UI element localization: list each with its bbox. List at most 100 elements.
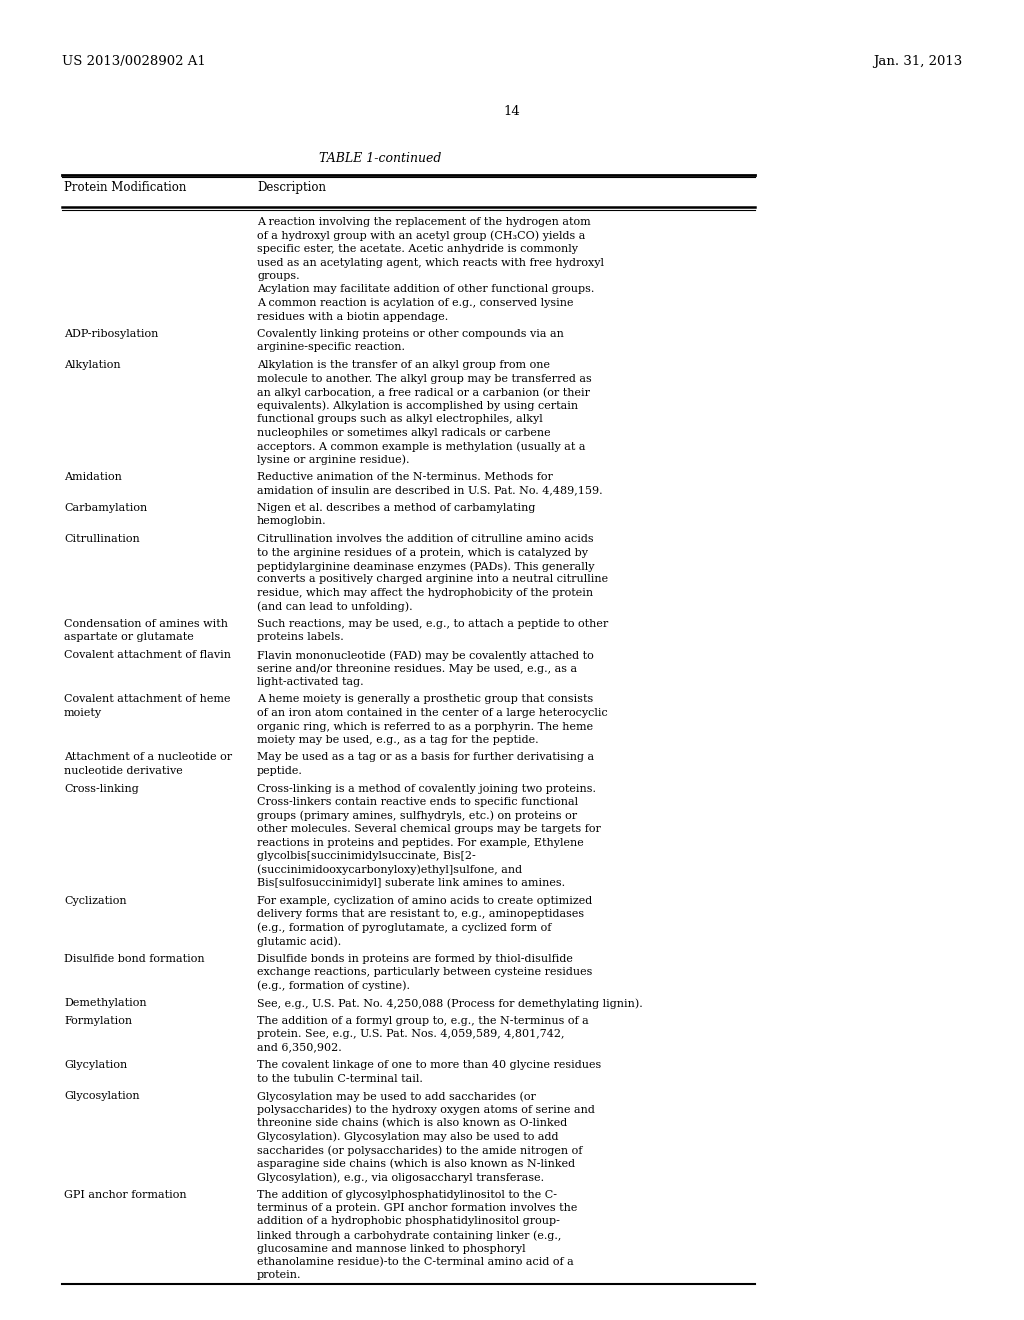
Text: specific ester, the acetate. Acetic anhydride is commonly: specific ester, the acetate. Acetic anhy… bbox=[257, 244, 578, 253]
Text: GPI anchor formation: GPI anchor formation bbox=[63, 1189, 186, 1200]
Text: organic ring, which is referred to as a porphyrin. The heme: organic ring, which is referred to as a … bbox=[257, 722, 593, 731]
Text: Carbamylation: Carbamylation bbox=[63, 503, 147, 513]
Text: Cross-linkers contain reactive ends to specific functional: Cross-linkers contain reactive ends to s… bbox=[257, 797, 579, 807]
Text: converts a positively charged arginine into a neutral citrulline: converts a positively charged arginine i… bbox=[257, 574, 608, 585]
Text: arginine-specific reaction.: arginine-specific reaction. bbox=[257, 342, 406, 352]
Text: Covalently linking proteins or other compounds via an: Covalently linking proteins or other com… bbox=[257, 329, 564, 339]
Text: hemoglobin.: hemoglobin. bbox=[257, 516, 327, 527]
Text: polysaccharides) to the hydroxy oxygen atoms of serine and: polysaccharides) to the hydroxy oxygen a… bbox=[257, 1105, 595, 1115]
Text: Reductive animation of the N-terminus. Methods for: Reductive animation of the N-terminus. M… bbox=[257, 473, 553, 482]
Text: Disulfide bonds in proteins are formed by thiol-disulfide: Disulfide bonds in proteins are formed b… bbox=[257, 953, 572, 964]
Text: Protein Modification: Protein Modification bbox=[63, 181, 186, 194]
Text: delivery forms that are resistant to, e.g., aminopeptidases: delivery forms that are resistant to, e.… bbox=[257, 909, 584, 919]
Text: Nigen et al. describes a method of carbamylating: Nigen et al. describes a method of carba… bbox=[257, 503, 536, 513]
Text: nucleotide derivative: nucleotide derivative bbox=[63, 766, 182, 776]
Text: other molecules. Several chemical groups may be targets for: other molecules. Several chemical groups… bbox=[257, 824, 601, 834]
Text: reactions in proteins and peptides. For example, Ethylene: reactions in proteins and peptides. For … bbox=[257, 837, 584, 847]
Text: nucleophiles or sometimes alkyl radicals or carbene: nucleophiles or sometimes alkyl radicals… bbox=[257, 428, 551, 437]
Text: For example, cyclization of amino acids to create optimized: For example, cyclization of amino acids … bbox=[257, 895, 592, 906]
Text: glutamic acid).: glutamic acid). bbox=[257, 936, 341, 946]
Text: Demethylation: Demethylation bbox=[63, 998, 146, 1008]
Text: peptidylarginine deaminase enzymes (PADs). This generally: peptidylarginine deaminase enzymes (PADs… bbox=[257, 561, 595, 572]
Text: Amidation: Amidation bbox=[63, 473, 122, 482]
Text: residue, which may affect the hydrophobicity of the protein: residue, which may affect the hydrophobi… bbox=[257, 587, 593, 598]
Text: Alkylation: Alkylation bbox=[63, 360, 121, 370]
Text: Glycosylation), e.g., via oligosaccharyl transferase.: Glycosylation), e.g., via oligosaccharyl… bbox=[257, 1172, 544, 1183]
Text: (e.g., formation of cystine).: (e.g., formation of cystine). bbox=[257, 981, 410, 991]
Text: molecule to another. The alkyl group may be transferred as: molecule to another. The alkyl group may… bbox=[257, 374, 592, 384]
Text: See, e.g., U.S. Pat. No. 4,250,088 (Process for demethylating lignin).: See, e.g., U.S. Pat. No. 4,250,088 (Proc… bbox=[257, 998, 643, 1008]
Text: Cross-linking: Cross-linking bbox=[63, 784, 138, 793]
Text: lysine or arginine residue).: lysine or arginine residue). bbox=[257, 454, 410, 465]
Text: an alkyl carbocation, a free radical or a carbanion (or their: an alkyl carbocation, a free radical or … bbox=[257, 387, 590, 397]
Text: glycolbis[succinimidylsuccinate, Bis[2-: glycolbis[succinimidylsuccinate, Bis[2- bbox=[257, 851, 476, 861]
Text: Cross-linking is a method of covalently joining two proteins.: Cross-linking is a method of covalently … bbox=[257, 784, 596, 793]
Text: addition of a hydrophobic phosphatidylinositol group-: addition of a hydrophobic phosphatidylin… bbox=[257, 1217, 560, 1226]
Text: A heme moiety is generally a prosthetic group that consists: A heme moiety is generally a prosthetic … bbox=[257, 694, 593, 705]
Text: Citrullination involves the addition of citrulline amino acids: Citrullination involves the addition of … bbox=[257, 535, 594, 544]
Text: Glycosylation: Glycosylation bbox=[63, 1092, 139, 1101]
Text: glucosamine and mannose linked to phosphoryl: glucosamine and mannose linked to phosph… bbox=[257, 1243, 525, 1254]
Text: (succinimidooxycarbonyloxy)ethyl]sulfone, and: (succinimidooxycarbonyloxy)ethyl]sulfone… bbox=[257, 865, 522, 875]
Text: Jan. 31, 2013: Jan. 31, 2013 bbox=[872, 55, 962, 69]
Text: Condensation of amines with: Condensation of amines with bbox=[63, 619, 228, 630]
Text: Bis[sulfosuccinimidyl] suberate link amines to amines.: Bis[sulfosuccinimidyl] suberate link ami… bbox=[257, 878, 565, 888]
Text: threonine side chains (which is also known as O-linked: threonine side chains (which is also kno… bbox=[257, 1118, 567, 1129]
Text: functional groups such as alkyl electrophiles, alkyl: functional groups such as alkyl electrop… bbox=[257, 414, 543, 424]
Text: moiety may be used, e.g., as a tag for the peptide.: moiety may be used, e.g., as a tag for t… bbox=[257, 735, 539, 744]
Text: light-activated tag.: light-activated tag. bbox=[257, 677, 364, 686]
Text: Citrullination: Citrullination bbox=[63, 535, 139, 544]
Text: protein.: protein. bbox=[257, 1270, 301, 1280]
Text: asparagine side chains (which is also known as N-linked: asparagine side chains (which is also kn… bbox=[257, 1159, 575, 1170]
Text: 14: 14 bbox=[504, 106, 520, 117]
Text: TABLE 1-continued: TABLE 1-continued bbox=[318, 152, 441, 165]
Text: Glycosylation). Glycosylation may also be used to add: Glycosylation). Glycosylation may also b… bbox=[257, 1131, 558, 1142]
Text: Alkylation is the transfer of an alkyl group from one: Alkylation is the transfer of an alkyl g… bbox=[257, 360, 550, 370]
Text: and 6,350,902.: and 6,350,902. bbox=[257, 1043, 342, 1052]
Text: Flavin mononucleotide (FAD) may be covalently attached to: Flavin mononucleotide (FAD) may be coval… bbox=[257, 649, 594, 660]
Text: Covalent attachment of flavin: Covalent attachment of flavin bbox=[63, 649, 231, 660]
Text: proteins labels.: proteins labels. bbox=[257, 632, 344, 643]
Text: residues with a biotin appendage.: residues with a biotin appendage. bbox=[257, 312, 449, 322]
Text: Disulfide bond formation: Disulfide bond formation bbox=[63, 953, 205, 964]
Text: serine and/or threonine residues. May be used, e.g., as a: serine and/or threonine residues. May be… bbox=[257, 664, 578, 673]
Text: peptide.: peptide. bbox=[257, 766, 303, 776]
Text: ethanolamine residue)-to the C-terminal amino acid of a: ethanolamine residue)-to the C-terminal … bbox=[257, 1257, 573, 1267]
Text: Cyclization: Cyclization bbox=[63, 895, 127, 906]
Text: protein. See, e.g., U.S. Pat. Nos. 4,059,589, 4,801,742,: protein. See, e.g., U.S. Pat. Nos. 4,059… bbox=[257, 1030, 564, 1039]
Text: A common reaction is acylation of e.g., conserved lysine: A common reaction is acylation of e.g., … bbox=[257, 298, 573, 308]
Text: of an iron atom contained in the center of a large heterocyclic: of an iron atom contained in the center … bbox=[257, 708, 608, 718]
Text: terminus of a protein. GPI anchor formation involves the: terminus of a protein. GPI anchor format… bbox=[257, 1203, 578, 1213]
Text: US 2013/0028902 A1: US 2013/0028902 A1 bbox=[62, 55, 206, 69]
Text: to the arginine residues of a protein, which is catalyzed by: to the arginine residues of a protein, w… bbox=[257, 548, 588, 557]
Text: Covalent attachment of heme: Covalent attachment of heme bbox=[63, 694, 230, 705]
Text: May be used as a tag or as a basis for further derivatising a: May be used as a tag or as a basis for f… bbox=[257, 752, 594, 763]
Text: ADP-ribosylation: ADP-ribosylation bbox=[63, 329, 159, 339]
Text: Glycylation: Glycylation bbox=[63, 1060, 127, 1071]
Text: groups.: groups. bbox=[257, 271, 300, 281]
Text: to the tubulin C-terminal tail.: to the tubulin C-terminal tail. bbox=[257, 1073, 423, 1084]
Text: amidation of insulin are described in U.S. Pat. No. 4,489,159.: amidation of insulin are described in U.… bbox=[257, 486, 603, 495]
Text: acceptors. A common example is methylation (usually at a: acceptors. A common example is methylati… bbox=[257, 441, 586, 451]
Text: A reaction involving the replacement of the hydrogen atom: A reaction involving the replacement of … bbox=[257, 216, 591, 227]
Text: of a hydroxyl group with an acetyl group (CH₃CO) yields a: of a hydroxyl group with an acetyl group… bbox=[257, 231, 586, 242]
Text: Acylation may facilitate addition of other functional groups.: Acylation may facilitate addition of oth… bbox=[257, 285, 594, 294]
Text: The addition of a formyl group to, e.g., the N-terminus of a: The addition of a formyl group to, e.g.,… bbox=[257, 1015, 589, 1026]
Text: saccharides (or polysaccharides) to the amide nitrogen of: saccharides (or polysaccharides) to the … bbox=[257, 1144, 583, 1155]
Text: moiety: moiety bbox=[63, 708, 102, 718]
Text: equivalents). Alkylation is accomplished by using certain: equivalents). Alkylation is accomplished… bbox=[257, 400, 579, 411]
Text: Formylation: Formylation bbox=[63, 1015, 132, 1026]
Text: The addition of glycosylphosphatidylinositol to the C-: The addition of glycosylphosphatidylinos… bbox=[257, 1189, 557, 1200]
Text: Description: Description bbox=[257, 181, 326, 194]
Text: aspartate or glutamate: aspartate or glutamate bbox=[63, 632, 194, 643]
Text: Such reactions, may be used, e.g., to attach a peptide to other: Such reactions, may be used, e.g., to at… bbox=[257, 619, 608, 630]
Text: groups (primary amines, sulfhydryls, etc.) on proteins or: groups (primary amines, sulfhydryls, etc… bbox=[257, 810, 578, 821]
Text: exchange reactions, particularly between cysteine residues: exchange reactions, particularly between… bbox=[257, 968, 592, 977]
Text: used as an acetylating agent, which reacts with free hydroxyl: used as an acetylating agent, which reac… bbox=[257, 257, 604, 268]
Text: linked through a carbohydrate containing linker (e.g.,: linked through a carbohydrate containing… bbox=[257, 1230, 561, 1241]
Text: (and can lead to unfolding).: (and can lead to unfolding). bbox=[257, 602, 413, 612]
Text: (e.g., formation of pyroglutamate, a cyclized form of: (e.g., formation of pyroglutamate, a cyc… bbox=[257, 923, 551, 933]
Text: The covalent linkage of one to more than 40 glycine residues: The covalent linkage of one to more than… bbox=[257, 1060, 601, 1071]
Text: Glycosylation may be used to add saccharides (or: Glycosylation may be used to add sacchar… bbox=[257, 1092, 536, 1102]
Text: Attachment of a nucleotide or: Attachment of a nucleotide or bbox=[63, 752, 232, 763]
